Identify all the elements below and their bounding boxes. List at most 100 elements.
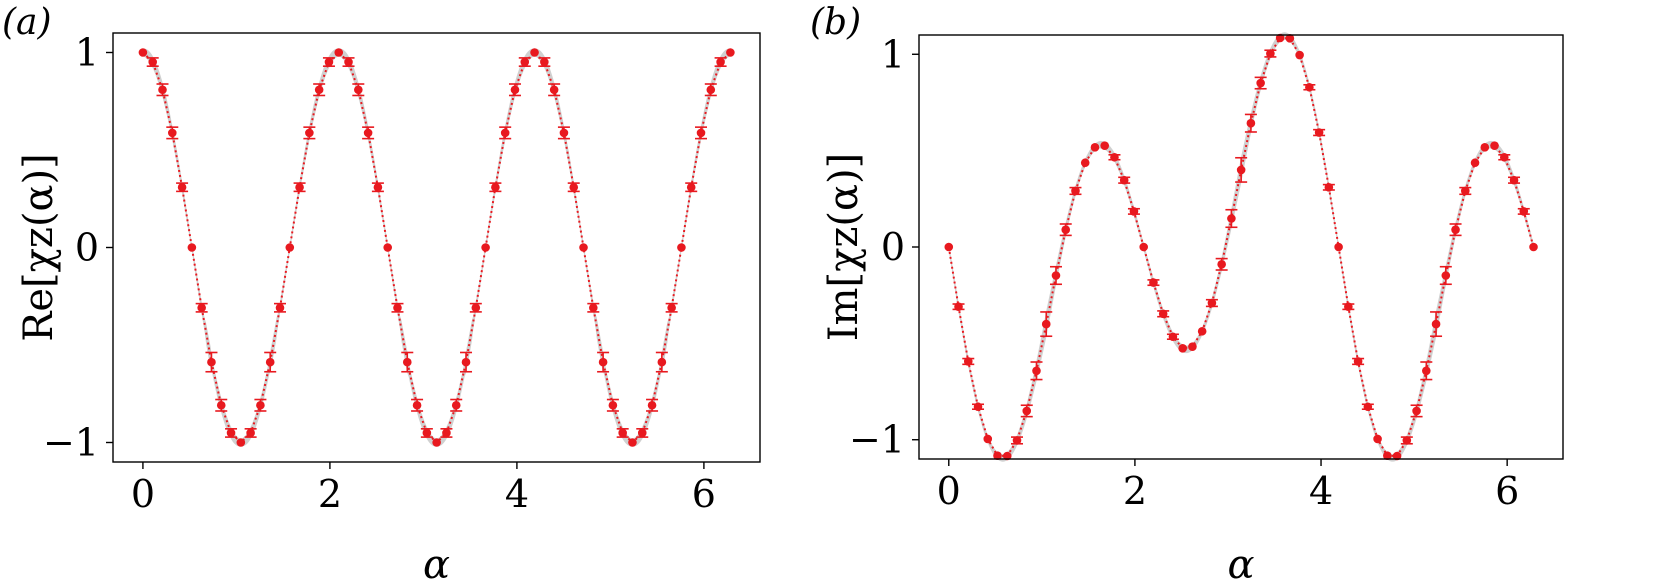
data-point xyxy=(1246,118,1256,128)
y-axis-label: Im[χz(α)] xyxy=(821,153,867,341)
data-point xyxy=(354,85,363,95)
y-tick-label: −1 xyxy=(849,418,905,462)
data-point xyxy=(1324,183,1334,192)
data-point xyxy=(716,57,725,67)
data-point xyxy=(412,400,422,410)
x-tick-label: 6 xyxy=(692,472,716,516)
data-point xyxy=(471,303,481,313)
data-point xyxy=(1392,451,1402,461)
data-point xyxy=(177,182,187,192)
data-point xyxy=(696,128,706,138)
data-point xyxy=(1519,207,1529,216)
data-point xyxy=(402,357,412,367)
data-point xyxy=(1422,366,1431,376)
data-point xyxy=(442,428,451,438)
data-point xyxy=(510,85,520,95)
data-point xyxy=(1490,141,1499,150)
data-point xyxy=(1100,141,1110,150)
data-point xyxy=(1353,357,1363,366)
x-axis-label: α xyxy=(1227,542,1254,583)
data-point xyxy=(1149,278,1158,287)
data-point xyxy=(138,48,148,57)
data-point xyxy=(1217,260,1226,269)
data-point xyxy=(334,48,344,57)
data-point xyxy=(1412,406,1421,416)
data-point xyxy=(579,243,588,252)
data-point xyxy=(1529,242,1538,252)
plot-frame xyxy=(112,32,761,463)
data-point xyxy=(1402,436,1412,445)
data-point xyxy=(1314,128,1324,137)
data-point xyxy=(256,400,265,410)
data-point xyxy=(422,428,432,438)
data-point xyxy=(197,303,206,313)
data-point xyxy=(363,128,373,138)
panel-a: 0 2 4 6 −1 0 1 α Re[χz(α)] (a) xyxy=(2,2,761,583)
data-point xyxy=(481,243,490,252)
data-point xyxy=(167,128,177,138)
data-point xyxy=(1110,152,1119,162)
theory-band xyxy=(142,48,731,447)
y-axis-label: Re[χz(α)] xyxy=(16,153,62,342)
data-point xyxy=(305,128,314,138)
data-point xyxy=(1383,451,1392,460)
x-tick-label: 2 xyxy=(1123,469,1147,513)
data-point xyxy=(1509,175,1519,185)
data-point xyxy=(1129,207,1139,216)
y-tick-label: −1 xyxy=(43,421,99,465)
data-point xyxy=(344,57,353,67)
data-point xyxy=(285,243,295,252)
data-point xyxy=(246,428,255,438)
data-point xyxy=(1236,165,1246,175)
data-point xyxy=(265,357,275,367)
data-point xyxy=(1071,186,1080,196)
panel-label: (a) xyxy=(2,2,52,43)
x-tick-label: 2 xyxy=(318,472,342,516)
data-point xyxy=(973,402,983,412)
data-point xyxy=(1090,143,1100,152)
data-point xyxy=(540,57,549,67)
data-point xyxy=(1207,298,1217,308)
data-point xyxy=(549,85,559,95)
data-point xyxy=(677,243,686,252)
data-point xyxy=(324,57,334,67)
data-point xyxy=(1256,78,1265,88)
data-point xyxy=(520,57,530,67)
data-point xyxy=(637,428,647,438)
data-point xyxy=(1139,242,1148,252)
data-point xyxy=(1285,34,1295,43)
data-point xyxy=(158,85,167,95)
data-point xyxy=(1431,319,1441,329)
data-point xyxy=(1334,242,1343,252)
x-tick-label: 4 xyxy=(1309,469,1333,513)
data-point xyxy=(598,357,608,367)
data-point xyxy=(1041,319,1051,329)
data-point xyxy=(226,428,236,438)
data-point xyxy=(1227,214,1236,223)
data-point xyxy=(706,85,716,95)
data-point xyxy=(295,182,304,192)
data-point xyxy=(1460,186,1470,196)
data-point xyxy=(451,400,461,410)
plot-frame xyxy=(918,34,1564,460)
data-point xyxy=(993,451,1002,460)
x-tick-label: 6 xyxy=(1495,469,1519,513)
data-point xyxy=(1188,342,1197,351)
series-line xyxy=(947,36,1535,458)
y-tick-label: 0 xyxy=(881,225,905,269)
data-point xyxy=(1168,332,1178,342)
data-point xyxy=(461,357,471,367)
data-point xyxy=(944,242,954,252)
data-point xyxy=(1266,49,1275,58)
y-tick-label: 0 xyxy=(75,226,99,270)
data-point xyxy=(393,303,402,313)
data-point xyxy=(686,182,696,192)
data-point xyxy=(1158,309,1168,319)
data-point xyxy=(589,303,598,313)
data-point xyxy=(1178,344,1187,353)
data-point xyxy=(983,434,993,444)
data-point xyxy=(148,57,158,67)
data-point xyxy=(608,400,618,410)
data-point xyxy=(216,400,226,410)
data-point xyxy=(1344,302,1353,312)
